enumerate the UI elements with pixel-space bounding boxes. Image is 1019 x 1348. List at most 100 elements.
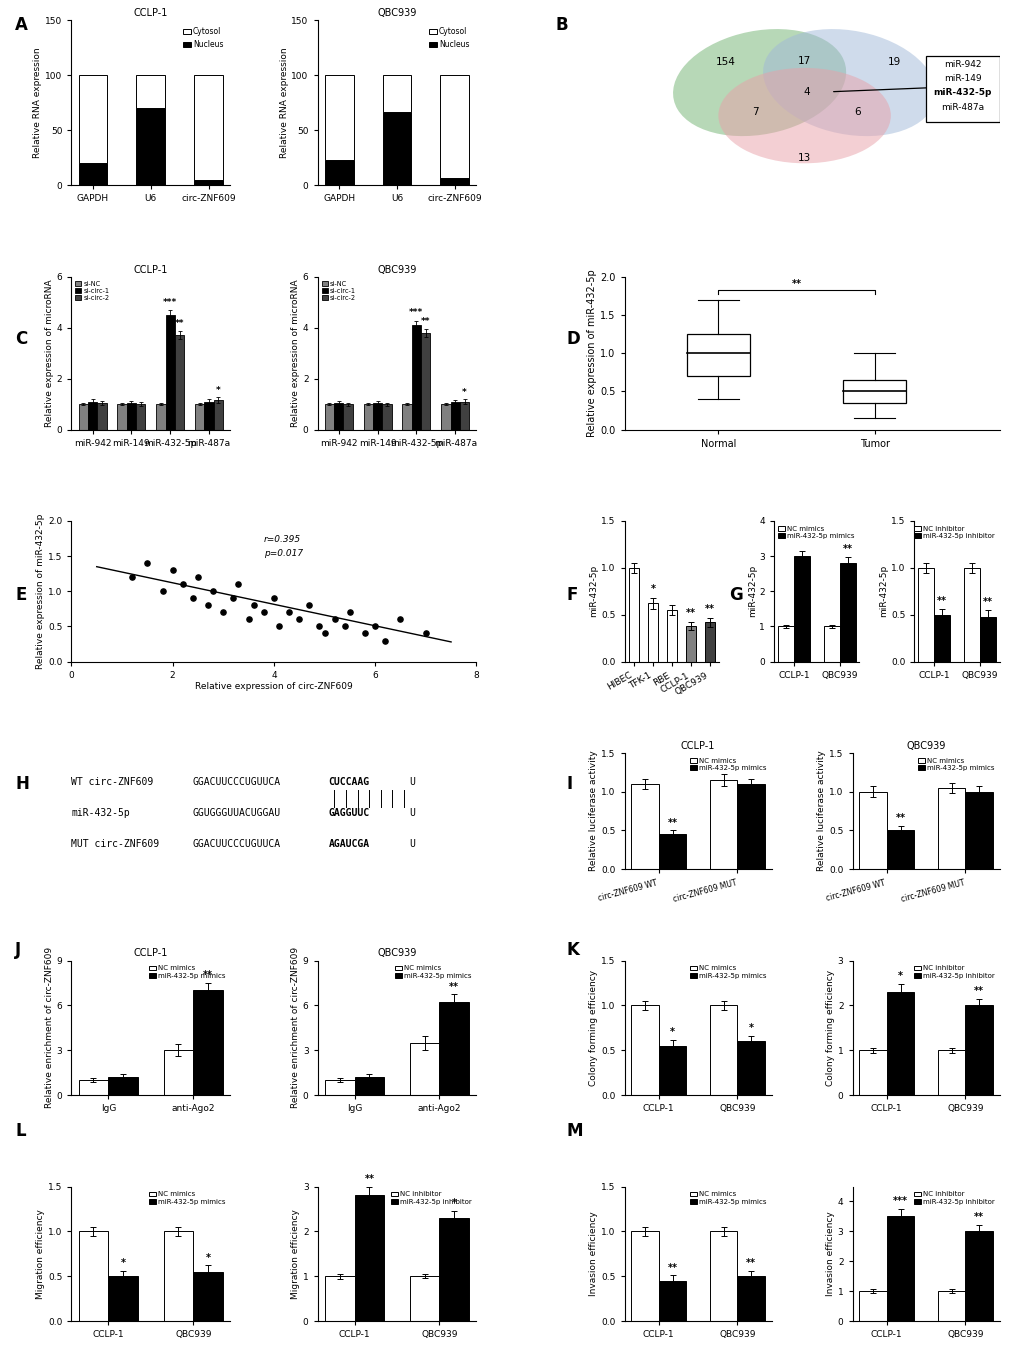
Y-axis label: Relative luciferase activity: Relative luciferase activity xyxy=(589,751,598,871)
Text: CUCCAAG: CUCCAAG xyxy=(328,776,369,787)
Bar xyxy=(936,1050,964,1095)
Bar xyxy=(136,404,146,430)
Text: J: J xyxy=(15,941,21,958)
Text: **: ** xyxy=(203,971,213,980)
Text: *: * xyxy=(206,1252,211,1263)
Bar xyxy=(194,75,223,179)
Point xyxy=(311,616,327,638)
Text: **: ** xyxy=(364,1174,374,1184)
Y-axis label: Relative expression of microRNA: Relative expression of microRNA xyxy=(290,279,300,427)
Bar xyxy=(78,75,107,163)
Bar xyxy=(117,404,126,430)
Bar xyxy=(165,315,174,430)
Point xyxy=(290,609,307,631)
Bar xyxy=(97,403,106,430)
Text: **: ** xyxy=(981,597,991,607)
Bar xyxy=(174,336,184,430)
Ellipse shape xyxy=(762,30,935,136)
Text: **: ** xyxy=(174,319,184,329)
Text: H: H xyxy=(15,775,30,793)
Bar xyxy=(324,1277,355,1321)
Text: **: ** xyxy=(895,813,905,824)
Point xyxy=(256,601,272,623)
Y-axis label: Relative expression of miR-432-5p: Relative expression of miR-432-5p xyxy=(37,514,45,669)
Text: F: F xyxy=(566,586,577,604)
Text: **: ** xyxy=(791,279,801,288)
Bar xyxy=(78,1231,108,1321)
Bar xyxy=(193,1271,223,1321)
Legend: NC inhibitor, miR-432-5p inhibitor: NC inhibitor, miR-432-5p inhibitor xyxy=(912,1190,996,1206)
Bar xyxy=(382,404,391,430)
Bar xyxy=(777,627,793,662)
Bar xyxy=(410,1277,439,1321)
Point xyxy=(124,566,141,588)
Text: K: K xyxy=(566,941,579,958)
FancyBboxPatch shape xyxy=(843,380,905,403)
Bar xyxy=(440,75,469,178)
Text: GGACUUCCCUGUUCA: GGACUUCCCUGUUCA xyxy=(193,776,281,787)
Text: **: ** xyxy=(666,1263,677,1273)
Text: miR-432-5p: miR-432-5p xyxy=(71,809,130,818)
Bar xyxy=(823,627,839,662)
Text: 13: 13 xyxy=(797,152,810,163)
Text: p=0.017: p=0.017 xyxy=(264,549,303,558)
Text: *: * xyxy=(462,388,467,398)
Bar xyxy=(858,1291,886,1321)
Bar xyxy=(858,791,886,869)
Bar xyxy=(363,404,373,430)
Point xyxy=(266,588,282,609)
Text: *: * xyxy=(216,386,220,395)
Text: *: * xyxy=(748,1023,753,1033)
Text: miR-149: miR-149 xyxy=(944,74,980,84)
Bar xyxy=(324,404,334,430)
Point xyxy=(357,623,373,644)
Bar xyxy=(658,834,686,869)
Text: *: * xyxy=(451,1198,457,1209)
Text: U: U xyxy=(410,838,415,849)
Text: I: I xyxy=(566,775,572,793)
Text: U: U xyxy=(410,776,415,787)
Bar xyxy=(343,404,353,430)
Point xyxy=(184,588,201,609)
Title: QBC939: QBC939 xyxy=(377,8,417,18)
Bar xyxy=(195,404,204,430)
Title: QBC939: QBC939 xyxy=(377,264,417,275)
Text: L: L xyxy=(15,1122,25,1139)
Text: **: ** xyxy=(685,608,695,619)
Legend: NC inhibitor, miR-432-5p inhibitor: NC inhibitor, miR-432-5p inhibitor xyxy=(912,964,996,980)
Legend: NC mimics, miR-432-5p mimics: NC mimics, miR-432-5p mimics xyxy=(916,756,996,772)
Point xyxy=(336,616,353,638)
Bar xyxy=(858,1050,886,1095)
Point xyxy=(230,573,247,594)
Point xyxy=(280,601,297,623)
Bar xyxy=(441,404,450,430)
Title: CCLP-1: CCLP-1 xyxy=(681,741,714,751)
Text: A: A xyxy=(15,16,29,34)
Text: **: ** xyxy=(449,981,459,992)
Y-axis label: Relative enrichment of circ-ZNF609: Relative enrichment of circ-ZNF609 xyxy=(290,948,300,1108)
Bar xyxy=(629,568,639,662)
Text: *: * xyxy=(669,1027,675,1037)
Bar xyxy=(156,404,165,430)
Bar xyxy=(439,1003,469,1095)
Bar xyxy=(163,1050,193,1095)
Bar xyxy=(334,403,343,430)
Bar xyxy=(324,75,354,160)
Bar xyxy=(936,1291,964,1321)
Y-axis label: Colony forming efficiency: Colony forming efficiency xyxy=(825,969,835,1086)
Text: 154: 154 xyxy=(715,58,735,67)
Y-axis label: Relative luciferase activity: Relative luciferase activity xyxy=(816,751,825,871)
Point xyxy=(270,616,286,638)
Y-axis label: Relative RNA expression: Relative RNA expression xyxy=(279,47,288,158)
Bar xyxy=(355,1077,384,1095)
Text: G: G xyxy=(729,586,742,604)
Bar xyxy=(709,1231,737,1321)
Text: **: ** xyxy=(973,985,983,996)
Bar xyxy=(658,1046,686,1095)
Legend: NC inhibitor, miR-432-5p inhibitor: NC inhibitor, miR-432-5p inhibitor xyxy=(912,524,996,541)
Title: CCLP-1: CCLP-1 xyxy=(133,264,168,275)
Y-axis label: Relative enrichment of circ-ZNF609: Relative enrichment of circ-ZNF609 xyxy=(45,948,54,1108)
Legend: Cytosol, Nucleus: Cytosol, Nucleus xyxy=(426,24,472,53)
Bar xyxy=(410,1043,439,1095)
Text: **: ** xyxy=(936,596,947,607)
